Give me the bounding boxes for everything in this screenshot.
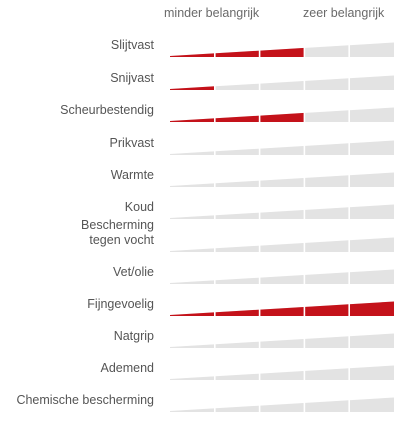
slider-track [170,140,394,155]
property-label: Fijngevoelig [87,297,154,311]
property-row-natgrip: Natgrip [0,308,410,348]
importance-slider[interactable] [170,268,394,284]
importance-slider[interactable] [170,396,394,412]
slider-track [170,365,394,380]
property-row-vet-olie: Vet/olie [0,244,410,284]
slider-track [170,75,394,90]
property-row-scheurbestendig: Scheurbestendig [0,82,410,122]
property-row-bescherming-tegen-vocht: Bescherming tegen vocht [0,212,410,252]
property-label: Koud [124,200,154,214]
importance-slider[interactable] [170,41,394,57]
scale-max-label: zeer belangrijk [303,6,385,20]
importance-slider[interactable] [170,364,394,380]
property-label: Snijvast [110,71,154,85]
slider-track [170,204,394,219]
importance-slider[interactable] [170,332,394,348]
importance-slider[interactable] [170,74,394,90]
scale-min-label: minder belangrijk [164,6,260,20]
property-row-koud: Koud [0,179,410,219]
property-row-warmte: Warmte [0,147,410,187]
importance-slider[interactable] [170,139,394,155]
slider-fill [170,301,394,316]
property-row-slijtvast: Slijtvast [0,17,410,57]
property-row-chemische-bescherming: Chemische bescherming [0,372,410,412]
property-row-fijngevoelig: Fijngevoelig [0,276,410,316]
importance-slider[interactable] [170,300,394,316]
slider-track [170,333,394,348]
importance-slider[interactable] [170,203,394,219]
importance-slider[interactable] [170,106,394,122]
importance-slider[interactable] [170,236,394,252]
slider-fill [170,112,305,122]
property-row-ademend: Ademend [0,340,410,380]
property-label: Ademend [100,361,154,375]
slider-track [170,172,394,187]
importance-slider[interactable] [170,171,394,187]
slider-fill [170,47,305,57]
property-label: Slijtvast [110,38,154,52]
slider-track [170,237,394,252]
property-label: Chemische bescherming [16,393,154,407]
property-label: Prikvast [109,136,154,150]
property-row-snijvast: Snijvast [0,50,410,90]
property-label: Bescherming tegen vocht [81,218,154,247]
slider-fill [170,86,215,90]
property-label: Natgrip [113,329,154,343]
property-label: Vet/olie [112,265,154,279]
property-label: Scheurbestendig [60,103,154,117]
slider-track [170,269,394,284]
property-row-prikvast: Prikvast [0,115,410,155]
slider-track [170,397,394,412]
property-label: Warmte [110,168,154,182]
